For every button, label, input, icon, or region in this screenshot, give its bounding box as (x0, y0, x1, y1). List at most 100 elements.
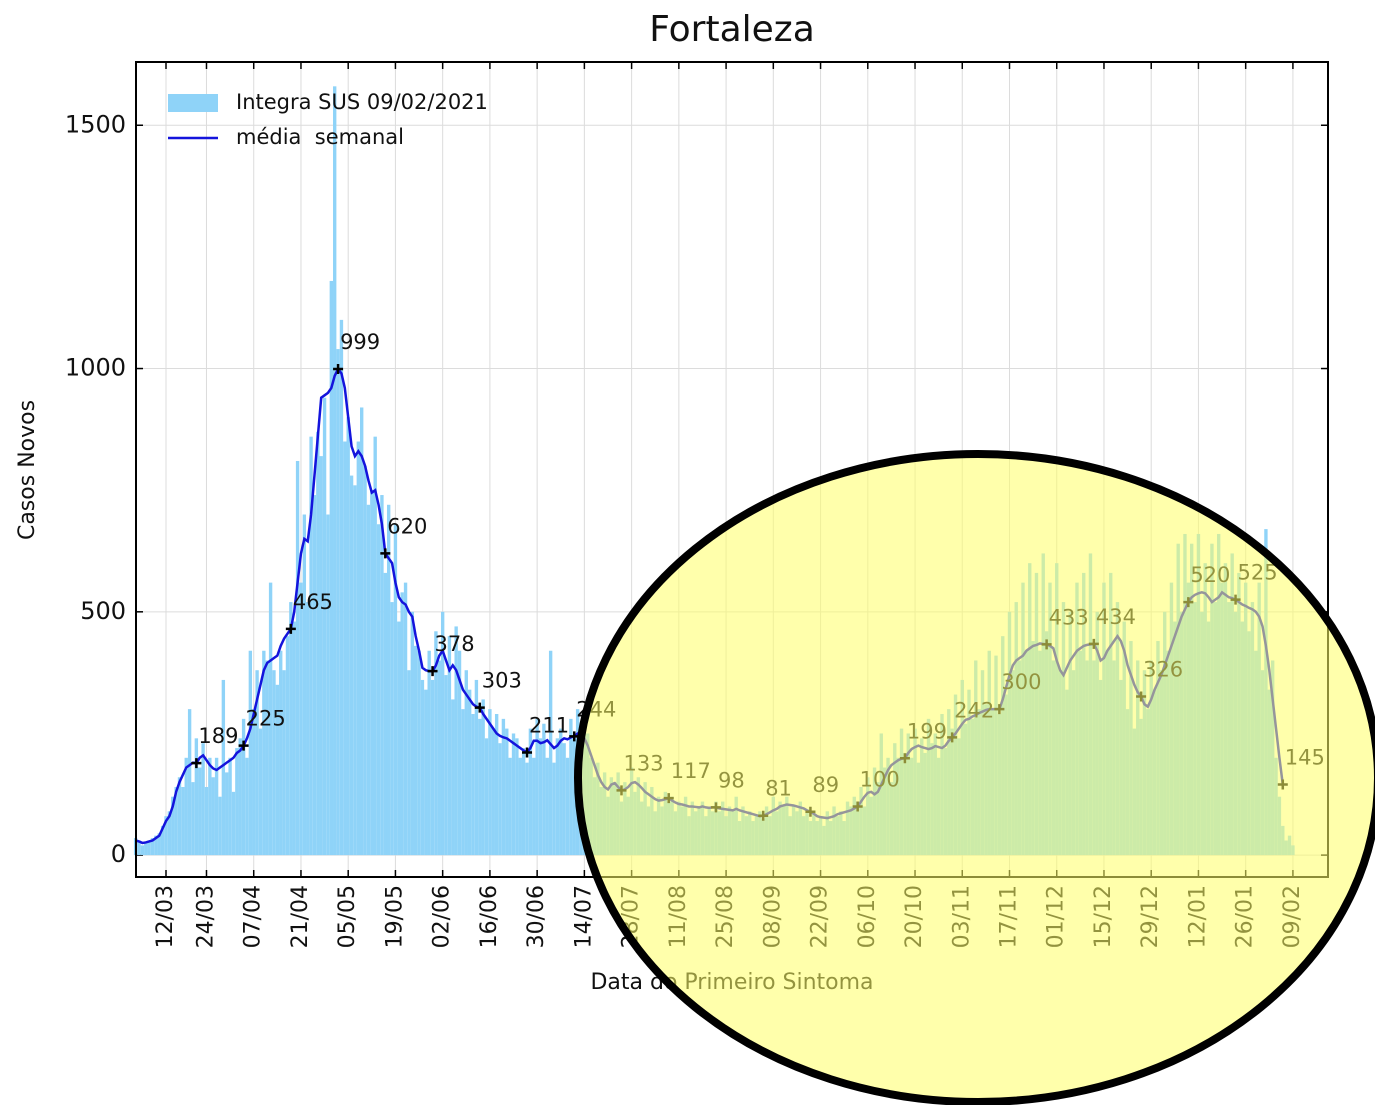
x-tick-label: 05/05 (335, 885, 360, 948)
data-label: 465 (293, 590, 333, 614)
bar (542, 723, 546, 856)
bar (319, 456, 323, 856)
bar (137, 840, 141, 856)
bar (144, 842, 148, 856)
point-marker (191, 758, 202, 769)
bar (501, 718, 506, 856)
x-tick-label: 07/04 (241, 885, 266, 948)
bar (518, 757, 522, 856)
bar (440, 611, 445, 856)
bar (417, 650, 421, 856)
bar (373, 436, 377, 856)
bar (157, 833, 161, 856)
bar (346, 417, 350, 856)
y-axis-label: Casos Novos (15, 400, 40, 540)
bar (295, 460, 300, 856)
bar (491, 728, 495, 856)
bar (498, 743, 502, 856)
point-marker (333, 364, 344, 375)
bar (437, 660, 441, 856)
bar (333, 86, 337, 856)
bar (187, 709, 192, 856)
bar (306, 602, 310, 856)
bar (292, 621, 296, 856)
x-tick-label: 14/07 (571, 885, 596, 948)
chart-title: Fortaleza (649, 9, 815, 50)
bar (467, 689, 472, 856)
data-label: 211 (529, 713, 569, 737)
point-marker (380, 548, 391, 559)
bar (471, 714, 475, 856)
bar (164, 816, 168, 856)
legend-label: Integra SUS 09/02/2021 (236, 90, 488, 114)
bar (316, 431, 320, 856)
bar (353, 485, 357, 856)
bar (211, 777, 215, 856)
y-tick-label: 1000 (65, 354, 126, 382)
bar (434, 631, 438, 856)
bar (201, 743, 205, 856)
bar (545, 757, 549, 856)
bar (464, 670, 468, 856)
x-tick-label: 21/04 (288, 885, 313, 948)
legend: Integra SUS 09/02/2021 média semanal (168, 90, 488, 149)
bar (275, 684, 280, 856)
bar (262, 650, 266, 856)
bar (454, 626, 458, 856)
bar (241, 718, 246, 856)
y-tick-label: 500 (80, 597, 126, 625)
bar (214, 757, 219, 856)
bar (147, 840, 151, 856)
bar (494, 714, 499, 856)
bar (508, 757, 512, 856)
data-label: 999 (340, 330, 380, 354)
bar (272, 670, 276, 856)
bar (555, 738, 560, 856)
bar (478, 718, 482, 856)
bar (160, 825, 165, 856)
bar (410, 611, 414, 856)
bar (390, 602, 394, 856)
bar (248, 650, 253, 856)
bar (252, 709, 256, 856)
bar (181, 786, 185, 856)
x-tick-label: 30/06 (524, 885, 549, 948)
bar (177, 777, 182, 856)
bar (208, 757, 212, 856)
bar (218, 796, 222, 856)
bar (339, 319, 344, 856)
bar (167, 811, 172, 856)
bar (451, 699, 455, 856)
highlight-ellipse (574, 450, 1375, 1105)
x-tick-label: 24/03 (193, 885, 218, 948)
bar (279, 650, 283, 856)
bar (484, 738, 489, 856)
bar (258, 728, 263, 856)
bar (265, 660, 269, 856)
bar (461, 709, 465, 856)
bar (285, 636, 290, 856)
bar (225, 772, 229, 856)
bar (430, 679, 435, 856)
bar (380, 495, 384, 856)
bar (309, 436, 313, 856)
bar (572, 738, 576, 856)
x-tick-label: 02/06 (430, 885, 455, 948)
bar (171, 796, 175, 856)
bar (174, 786, 178, 856)
bar (565, 757, 570, 856)
bar (552, 762, 556, 856)
bar (521, 748, 526, 856)
bar (221, 679, 226, 856)
x-tick-label: 19/05 (382, 885, 407, 948)
bar (255, 670, 259, 856)
bar (322, 397, 327, 856)
bar (548, 650, 553, 856)
bar (363, 465, 367, 856)
bar (140, 845, 145, 856)
bar (268, 582, 273, 856)
bar (535, 718, 539, 856)
bar (198, 767, 202, 856)
data-label: 620 (387, 514, 427, 538)
bar (299, 582, 303, 856)
